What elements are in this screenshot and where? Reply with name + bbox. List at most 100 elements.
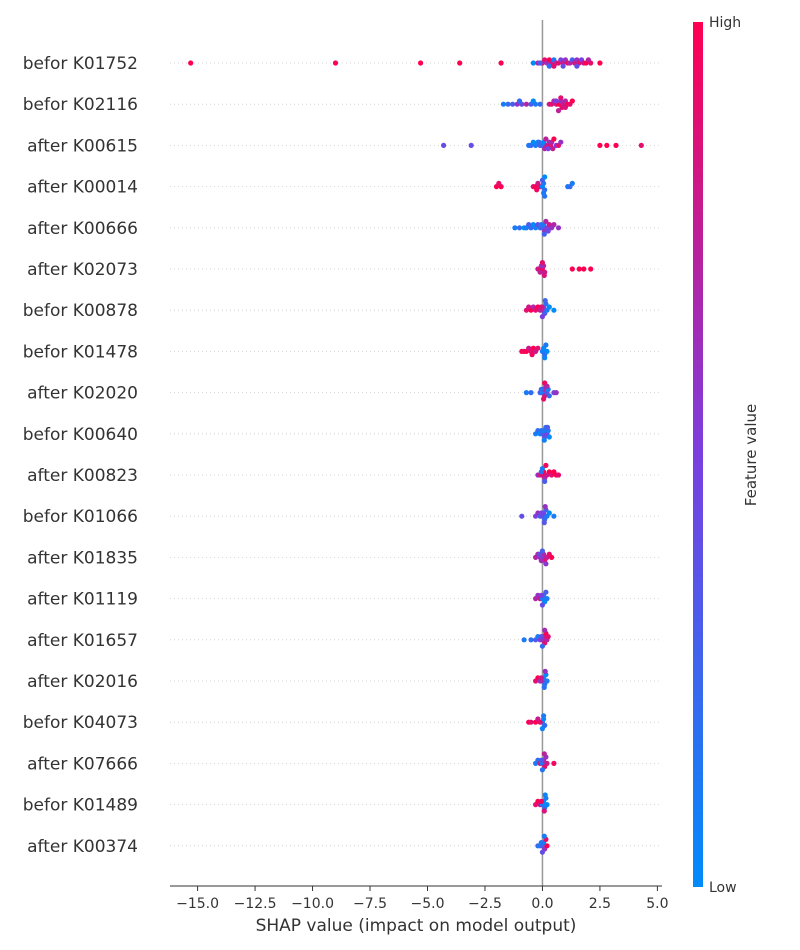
shap-point [545, 146, 551, 152]
feature-label: after K00014 [27, 178, 138, 198]
colorbar-low-label: Low [709, 880, 737, 896]
x-tick-label: −12.5 [234, 896, 277, 912]
shap-point [544, 843, 550, 849]
shap-point [542, 504, 548, 510]
shap-point [576, 266, 582, 272]
shap-point [538, 510, 544, 516]
shap-point [538, 840, 544, 846]
shap-point [550, 146, 556, 152]
shap-point [546, 510, 552, 516]
shap-point [541, 751, 547, 757]
shap-point [544, 596, 550, 602]
shap-point [542, 478, 548, 484]
shap-point [544, 348, 550, 354]
shap-point [528, 390, 534, 396]
shap-point [418, 60, 424, 66]
feature-label: after K00374 [27, 837, 138, 857]
shap-point [551, 222, 557, 228]
feature-labels: befor K01752 befor K02116 after K00615 afte… [23, 54, 138, 857]
shap-point [553, 98, 559, 104]
shap-point [516, 98, 523, 104]
shap-point [549, 554, 555, 561]
shap-point [555, 472, 562, 478]
feature-label: after K00666 [27, 219, 138, 239]
points-layer [188, 57, 644, 855]
shap-point [537, 719, 543, 725]
shap-point [538, 428, 544, 434]
shap-point [588, 60, 594, 66]
shap-point [539, 314, 546, 320]
shap-point [498, 60, 504, 66]
feature-label: befor K01489 [23, 796, 138, 816]
feature-label: befor K01066 [23, 507, 138, 527]
shap-point [542, 298, 548, 304]
shap-point [541, 684, 547, 691]
shap-point [569, 266, 575, 272]
shap-point [539, 466, 546, 472]
colorbar-gradient [693, 22, 703, 887]
shap-point [543, 462, 549, 468]
x-axis: −15.0 −12.5 −10.0 −7.5 −5.0 −2.5 0.0 2.5 5.0 [170, 885, 669, 912]
shap-point [538, 592, 544, 599]
shap-point [551, 136, 557, 142]
shap-point [542, 355, 548, 361]
shap-point [542, 174, 548, 180]
feature-label: befor K00878 [23, 301, 138, 321]
shap-point [546, 434, 552, 440]
shap-point [539, 548, 546, 554]
feature-label: after K01657 [27, 631, 138, 651]
shap-point [441, 142, 447, 148]
x-axis-title: SHAP value (impact on model output) [256, 916, 577, 936]
shap-point [538, 222, 544, 228]
shap-point [538, 558, 544, 564]
x-tick-label: −2.5 [468, 896, 502, 912]
colorbar-title: Feature value [742, 404, 760, 506]
feature-label: after K01119 [27, 590, 138, 610]
shap-point [597, 60, 603, 66]
shap-point [539, 643, 546, 649]
shap-point [574, 63, 580, 69]
shap-point [188, 60, 194, 66]
shap-point [546, 393, 552, 399]
shap-point [539, 767, 546, 773]
shap-point [509, 101, 516, 107]
shap-point [500, 101, 506, 107]
feature-label: after K01835 [27, 548, 138, 568]
shap-point [528, 637, 534, 643]
shap-point [538, 798, 544, 805]
shap-point [604, 142, 610, 148]
shap-point [555, 108, 562, 114]
feature-label: after K02016 [27, 672, 138, 692]
shap-point [533, 101, 539, 107]
shap-point [537, 269, 543, 275]
x-tick-label: 5.0 [646, 896, 668, 912]
shap-point [543, 561, 549, 567]
shap-point [638, 142, 644, 148]
shap-point [558, 95, 564, 101]
shap-point [543, 136, 549, 142]
shap-point [536, 551, 542, 557]
shap-point [539, 726, 546, 732]
shap-point [512, 225, 518, 231]
shap-point [468, 142, 474, 148]
shap-point [543, 218, 549, 224]
shap-point [457, 60, 463, 66]
shap-point [528, 719, 534, 725]
x-tick-label: −15.0 [176, 896, 219, 912]
shap-point [496, 180, 502, 186]
shap-point [538, 386, 544, 392]
shap-point [523, 390, 530, 396]
shap-point [546, 304, 552, 310]
shap-point [541, 231, 547, 237]
shap-point [541, 437, 547, 443]
shap-point [538, 634, 544, 640]
shap-point [551, 307, 557, 313]
shap-point [543, 589, 549, 595]
feature-label: after K07666 [27, 754, 138, 774]
shap-point [332, 60, 339, 66]
shap-point [543, 342, 549, 348]
shap-point [539, 602, 546, 608]
shap-point [542, 668, 548, 675]
feature-label: after K00615 [27, 136, 138, 156]
